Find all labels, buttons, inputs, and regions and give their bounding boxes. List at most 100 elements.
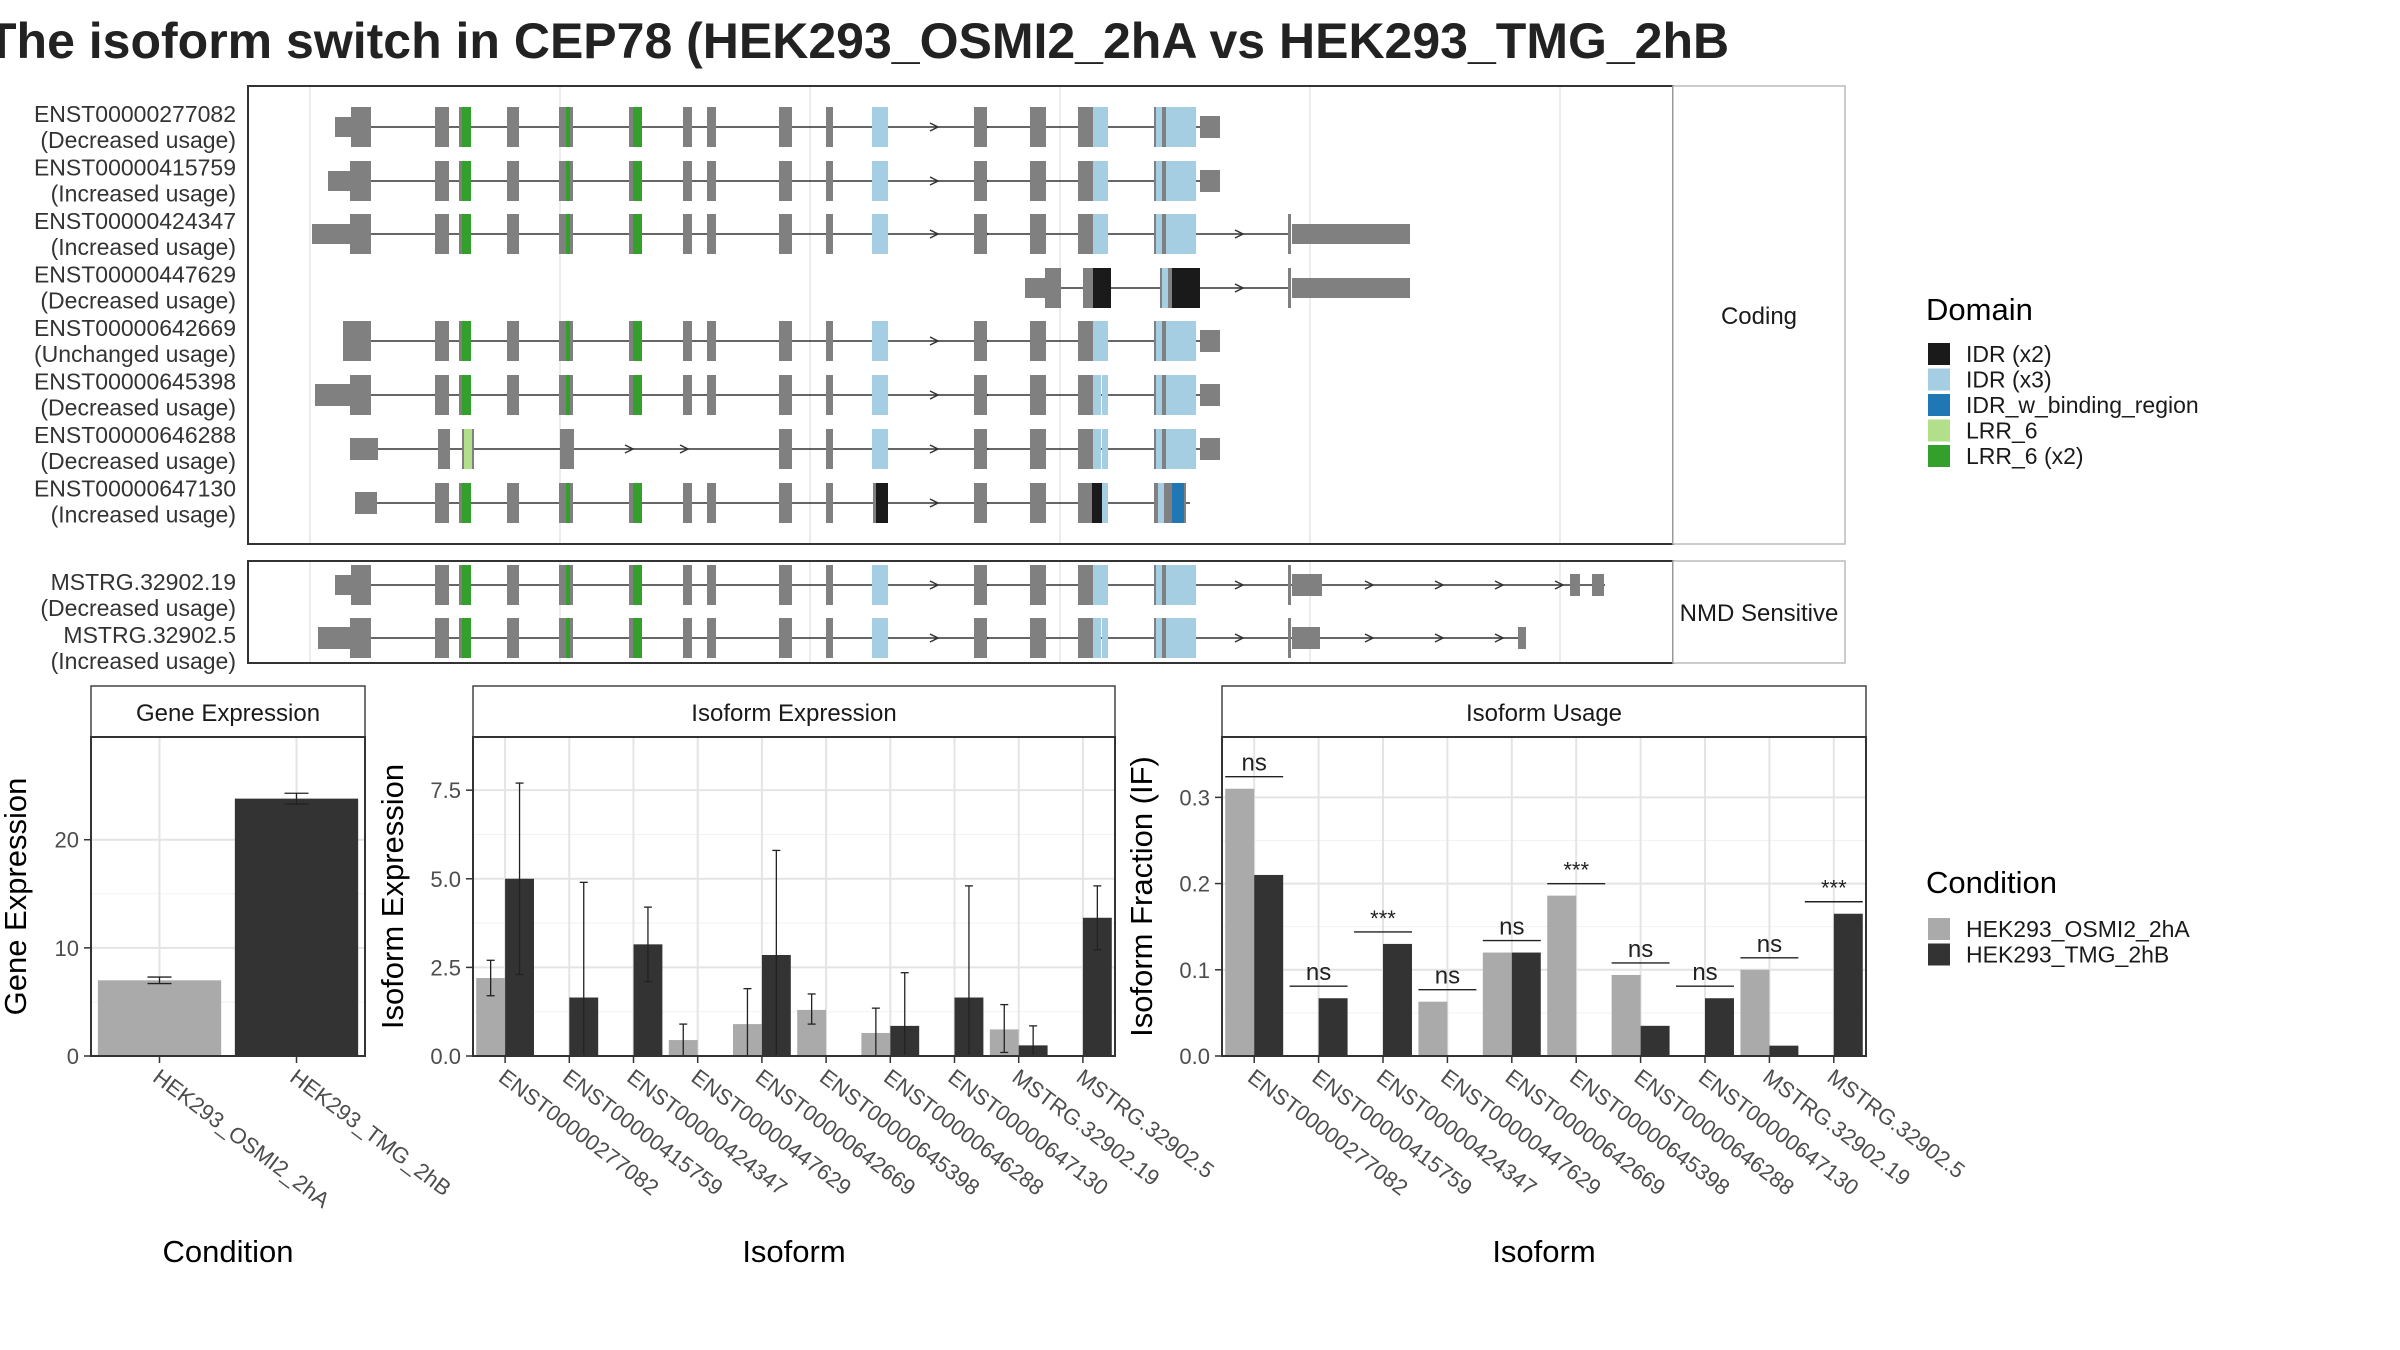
domain-feature [1093,107,1108,147]
exon [350,438,378,460]
domain-feature [872,429,888,469]
exon [779,161,792,201]
chart-strip [1221,685,1867,738]
transcript-usage-label: (Unchanged usage) [34,341,236,367]
exon [826,107,833,147]
domain-legend-label: IDR (x3) [1966,367,2052,393]
chart-title: Isoform Usage [1466,700,1622,727]
exon [974,483,987,523]
panel-border [90,736,366,1057]
transcript-model [350,429,1220,469]
exon [438,429,450,469]
chart-title: Gene Expression [136,700,320,727]
domain-legend: Domain IDR (x2)IDR (x3)IDR_w_binding_reg… [1926,292,2199,469]
exon [1592,574,1604,596]
domain-feature [633,618,642,658]
domain-feature [1102,618,1108,658]
transcript-model [335,107,1220,147]
exon [335,117,351,137]
bar [97,980,222,1056]
exon [1030,375,1046,415]
exon [1080,565,1094,605]
transcript-usage-label: (Increased usage) [51,648,236,674]
domain-feature [566,161,570,201]
y-tick-label: 0.2 [1179,872,1210,897]
exon [1030,565,1046,605]
transcript-usage-label: (Decreased usage) [40,448,236,474]
exon [707,107,716,147]
exon [974,321,987,361]
exon [435,483,449,523]
strand-arrow [929,444,940,454]
domain-feature [633,483,642,523]
y-tick-label: 20 [55,828,79,853]
figure-title: The isoform switch in CEP78 (HEK293_OSMI… [0,13,1729,69]
domain-feature [566,565,570,605]
domain-feature [872,214,888,254]
exon [1030,161,1046,201]
exon [350,618,371,658]
bar [1225,788,1255,1056]
exon [707,214,716,254]
domain-feature [566,618,570,658]
exon [1200,384,1220,406]
exon [1288,618,1291,658]
exon [318,627,351,649]
transcript-model [1025,268,1410,308]
domain-feature [464,429,472,469]
domain-legend-key [1928,445,1950,467]
domain-feature [1156,565,1162,605]
domain-legend-label: IDR_w_binding_region [1966,392,2199,418]
exon [826,429,833,469]
exon [1030,107,1046,147]
domain-feature [1166,321,1196,361]
exon [1080,214,1094,254]
significance-label: *** [1821,876,1847,901]
y-tick-label: 7.5 [430,778,461,803]
domain-feature [566,214,570,254]
exon [683,161,692,201]
domain-feature [633,107,642,147]
significance-label: ns [1242,750,1267,777]
exon [826,565,833,605]
exon [1080,161,1094,201]
bar [1511,952,1541,1056]
transcript-id-label: ENST00000424347 [34,208,236,234]
exon [1045,268,1061,308]
domain-feature [1093,565,1108,605]
domain-feature [872,321,888,361]
domain-feature [1093,161,1108,201]
exon [435,214,449,254]
transcript-usage-label: (Increased usage) [51,502,236,528]
bar [1482,952,1512,1056]
domain-feature [566,107,570,147]
transcript-model [315,375,1220,415]
domain-feature [1093,429,1101,469]
exon [343,321,371,361]
exon [1200,116,1220,138]
condition-legend-key [1928,918,1950,940]
domain-feature [1093,214,1108,254]
strand-arrow [929,336,940,346]
x-axis-title: Isoform [1492,1234,1595,1269]
exon [328,171,350,191]
transcript-id-label: ENST00000646288 [34,422,236,448]
exon [683,321,692,361]
y-axis-title: Isoform Fraction (IF) [1124,756,1159,1037]
exon [1200,330,1220,352]
coding-strip [1672,85,1846,545]
significance-label: *** [1563,858,1589,883]
exon [1030,214,1046,254]
strand-arrow [929,633,940,643]
exon [355,492,377,514]
domain-feature [462,161,471,201]
exon [707,161,716,201]
x-axis-title: Condition [163,1234,294,1269]
exon [683,214,692,254]
domain-feature [872,161,888,201]
domain-feature [1166,618,1196,658]
bar [1547,895,1577,1056]
domain-legend-key [1928,368,1950,391]
exon [826,483,833,523]
